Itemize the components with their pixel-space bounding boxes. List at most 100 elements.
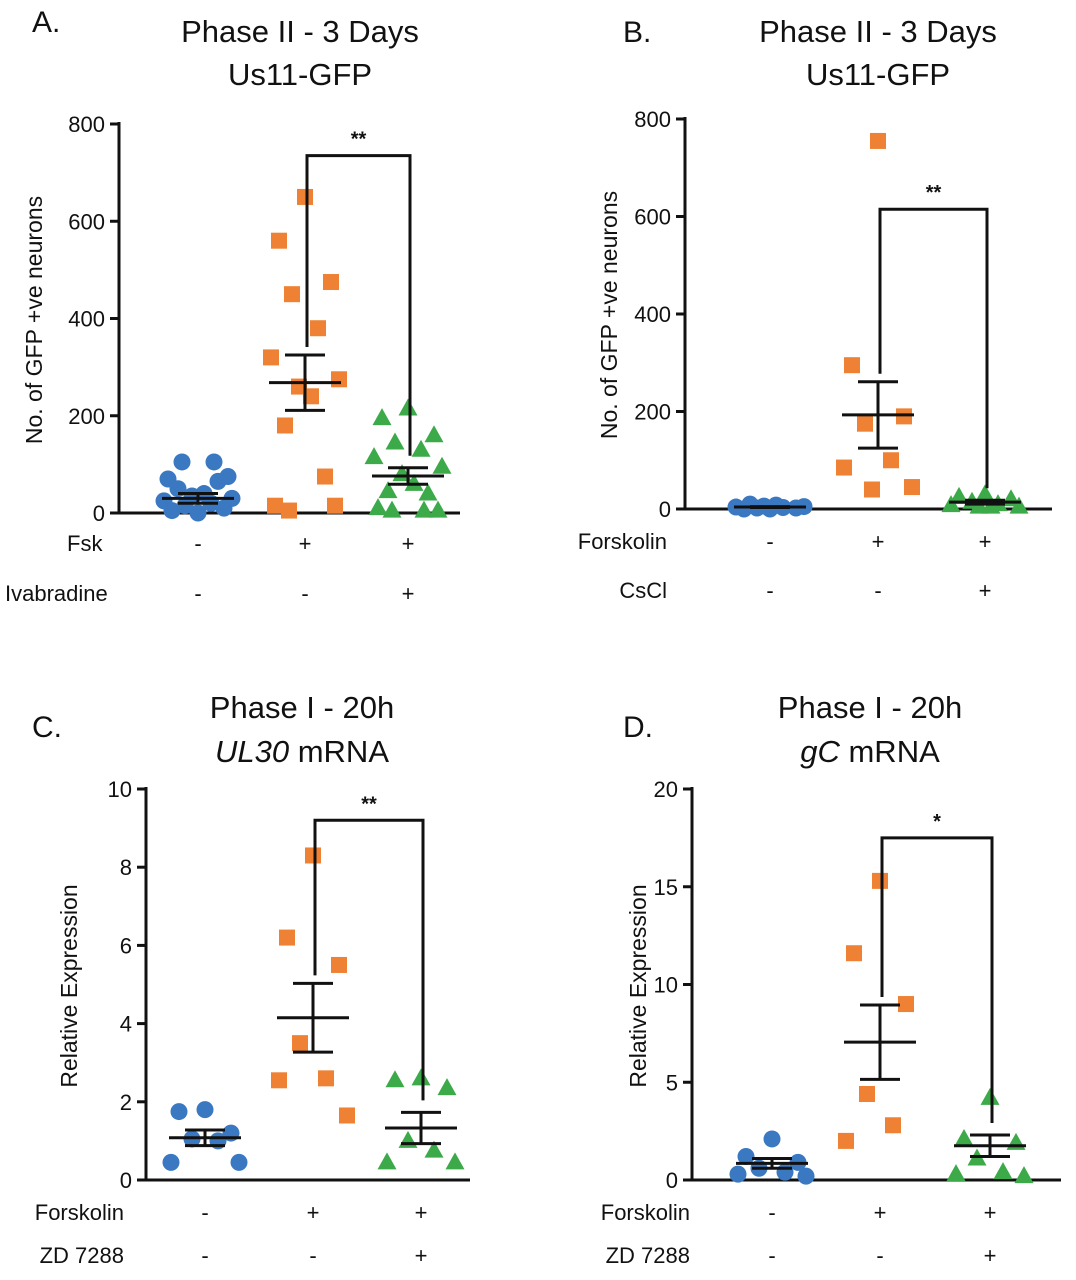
significance-label: ** xyxy=(351,129,367,151)
data-point xyxy=(1014,1166,1034,1184)
chart-title-suffix: Us11-GFP xyxy=(228,57,372,92)
condition-sign: - xyxy=(201,1243,208,1268)
data-point xyxy=(404,473,424,491)
data-point xyxy=(904,479,920,496)
condition-label: Ivabradine xyxy=(5,581,108,606)
data-point xyxy=(980,1087,1000,1105)
data-point xyxy=(155,492,173,510)
data-point xyxy=(836,459,852,476)
data-point xyxy=(263,349,279,366)
data-point xyxy=(385,1070,405,1088)
data-point xyxy=(411,1068,431,1086)
data-point xyxy=(173,453,191,471)
data-point xyxy=(859,1085,875,1102)
data-point xyxy=(437,1078,457,1096)
y-tick-label: 6 xyxy=(120,933,132,958)
y-tick-label: 10 xyxy=(108,777,132,802)
condition-sign: - xyxy=(301,581,308,606)
data-point xyxy=(445,1152,465,1170)
y-tick-label: 15 xyxy=(654,875,678,900)
data-point xyxy=(364,447,384,465)
data-point xyxy=(277,417,293,434)
data-point xyxy=(378,481,398,499)
data-point xyxy=(162,1153,180,1171)
data-point xyxy=(883,452,899,469)
condition-sign: - xyxy=(194,581,201,606)
y-tick-label: 5 xyxy=(666,1070,678,1095)
data-point xyxy=(297,188,313,205)
condition-sign: - xyxy=(768,1243,775,1268)
condition-sign: - xyxy=(309,1243,316,1268)
data-point xyxy=(864,481,880,498)
condition-sign: + xyxy=(979,578,992,603)
data-point xyxy=(339,1107,355,1124)
y-tick-label: 0 xyxy=(666,1168,678,1193)
condition-label: Forskolin xyxy=(35,1200,124,1225)
data-point xyxy=(281,502,297,519)
data-point xyxy=(741,495,759,513)
data-point xyxy=(838,1132,854,1149)
y-tick-label: 600 xyxy=(634,205,671,230)
condition-sign: + xyxy=(402,531,415,556)
y-tick-label: 8 xyxy=(120,855,132,880)
data-point xyxy=(271,1072,287,1089)
chart-title-line2: UL30 mRNA xyxy=(215,734,389,769)
data-point xyxy=(382,500,402,518)
data-point xyxy=(230,1153,248,1171)
data-point xyxy=(949,486,969,504)
y-tick-label: 800 xyxy=(68,112,105,137)
condition-sign: - xyxy=(876,1243,883,1268)
chart-title-suffix: mRNA xyxy=(840,734,940,769)
y-tick-label: 10 xyxy=(654,973,678,998)
data-point xyxy=(885,1117,901,1134)
data-point xyxy=(737,1148,755,1166)
condition-label: ZD 7288 xyxy=(606,1243,690,1268)
data-point xyxy=(372,408,392,426)
data-point xyxy=(377,1152,397,1170)
y-axis-label: No. of GFP +ve neurons xyxy=(21,196,47,444)
data-point xyxy=(385,432,405,450)
data-point xyxy=(428,500,448,518)
condition-sign: + xyxy=(415,1200,428,1225)
y-axis-label: Relative Expression xyxy=(56,884,82,1087)
chart-title-line1: Phase I - 20h xyxy=(778,690,962,725)
condition-sign: - xyxy=(201,1200,208,1225)
condition-sign: + xyxy=(874,1200,887,1225)
condition-sign: + xyxy=(415,1243,428,1268)
y-tick-label: 800 xyxy=(634,107,671,132)
data-point xyxy=(318,1070,334,1087)
significance-bracket xyxy=(878,207,989,489)
data-point xyxy=(870,132,886,149)
significance-label: ** xyxy=(361,793,377,815)
chart-title-line2: Us11-GFP xyxy=(806,57,950,92)
data-point xyxy=(763,1130,781,1148)
condition-sign: + xyxy=(307,1200,320,1225)
data-point xyxy=(279,929,295,946)
significance-bracket xyxy=(880,836,994,1124)
data-point xyxy=(159,470,177,488)
data-point xyxy=(797,1167,815,1185)
condition-sign: + xyxy=(979,529,992,554)
panel-a: A. Phase II - 3 Days Us11-GFP No. of GFP +v… xyxy=(5,6,460,606)
significance-bracket xyxy=(313,818,425,1101)
data-point xyxy=(398,398,418,416)
chart-title-gene: gC xyxy=(800,734,840,769)
data-point xyxy=(303,388,319,405)
data-point xyxy=(284,286,300,303)
y-tick-label: 0 xyxy=(120,1168,132,1193)
data-point xyxy=(205,453,223,471)
significance-bracket xyxy=(305,154,412,456)
y-tick-label: 400 xyxy=(68,307,105,332)
data-point xyxy=(857,415,873,432)
data-point xyxy=(954,1128,974,1146)
y-tick-label: 200 xyxy=(68,404,105,429)
condition-sign: + xyxy=(872,529,885,554)
data-point xyxy=(776,1163,794,1181)
data-point xyxy=(170,1103,188,1121)
y-axis-label: Relative Expression xyxy=(625,884,651,1087)
data-point xyxy=(846,945,862,962)
condition-sign: - xyxy=(194,531,201,556)
data-point xyxy=(1009,496,1029,514)
data-point xyxy=(872,872,888,889)
